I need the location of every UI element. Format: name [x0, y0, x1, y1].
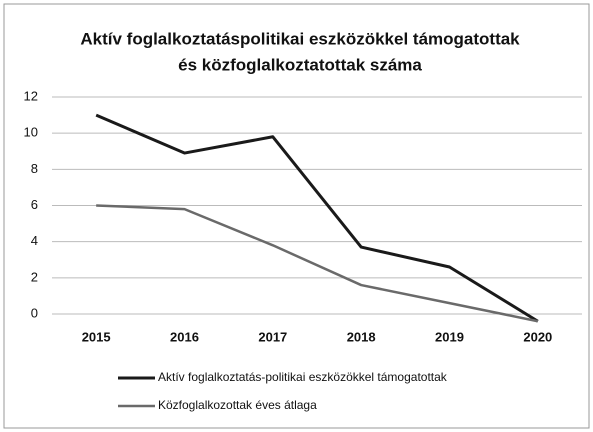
legend-label: Aktív foglalkoztatás-politikai eszközökk…: [158, 370, 448, 384]
chart-border: [3, 3, 590, 429]
chart-title: Aktív foglalkoztatáspolitikai eszközökke…: [80, 29, 520, 48]
x-tick-label: 2015: [82, 329, 111, 344]
x-tick-label: 2019: [435, 329, 464, 344]
y-tick-label: 4: [31, 233, 38, 248]
x-tick-label: 2017: [258, 329, 287, 344]
chart-title: és közfoglalkoztatottak száma: [178, 55, 422, 74]
legend-label: Közfoglalkozottak éves átlaga: [158, 398, 317, 412]
x-tick-label: 2018: [347, 329, 376, 344]
y-tick-label: 2: [31, 269, 38, 284]
y-tick-label: 12: [24, 88, 38, 103]
x-tick-label: 2020: [523, 329, 552, 344]
y-tick-label: 0: [31, 305, 38, 320]
series-line: [96, 204, 539, 323]
y-tick-label: 10: [24, 125, 38, 140]
series-line: [95, 113, 539, 323]
y-tick-label: 6: [31, 197, 38, 212]
y-tick-label: 8: [31, 161, 38, 176]
x-tick-label: 2016: [170, 329, 199, 344]
